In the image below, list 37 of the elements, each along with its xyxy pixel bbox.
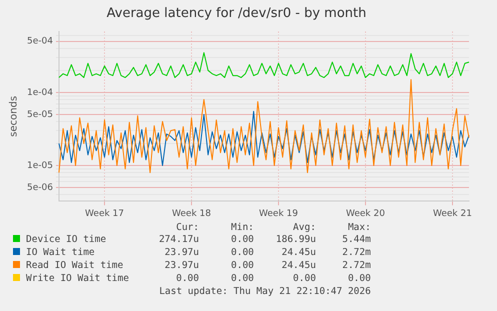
- text: 2.72m: [341, 246, 372, 259]
- text: 0.00: [230, 233, 255, 246]
- y-tick-label: 5e-04: [26, 36, 54, 47]
- chart-title: Average latency for /dev/sr0 - by month: [106, 6, 366, 22]
- y-axis-title: seconds: [8, 96, 20, 137]
- y-tick-label: 5e-05: [26, 110, 53, 120]
- x-tick-label: Week 20: [346, 208, 386, 219]
- text: Cur:: [175, 222, 200, 233]
- text: 186.99u: [274, 233, 317, 246]
- text: 0.00: [230, 259, 255, 272]
- text: Max:: [346, 222, 372, 233]
- x-tick-label: Week 19: [258, 208, 298, 219]
- x-tick-label: Week 17: [85, 208, 124, 219]
- legend-label: Read IO Wait time: [26, 260, 124, 271]
- text: 0.00: [292, 272, 317, 285]
- text: 0.00: [230, 246, 255, 259]
- text: 23.97u: [164, 259, 200, 272]
- text: Last update: Thu May 21 22:10:47 2026: [158, 285, 372, 298]
- text: 274.17u: [158, 233, 200, 246]
- text: 23.97u: [164, 246, 200, 259]
- y-tick-label: 1e-05: [26, 160, 53, 171]
- x-tick-label: Week 21: [432, 208, 472, 219]
- text: 0.00: [230, 272, 255, 285]
- text: 5.44m: [341, 233, 372, 246]
- y-tick-label: 1e-04: [26, 88, 54, 98]
- legend-label: IO Wait time: [26, 247, 95, 258]
- x-tick-label: Week 18: [172, 208, 212, 219]
- text: 24.45u: [280, 246, 317, 259]
- text: 24.45u: [280, 259, 317, 272]
- text: Min:: [230, 222, 255, 233]
- text: 0.00: [175, 272, 200, 285]
- text: Avg:: [292, 222, 317, 233]
- text: 0.00: [346, 272, 372, 285]
- legend-label: Device IO time: [26, 234, 106, 245]
- y-tick-label: 5e-06: [26, 182, 54, 193]
- text: 2.72m: [341, 259, 372, 272]
- legend-label: Write IO Wait time: [26, 273, 129, 284]
